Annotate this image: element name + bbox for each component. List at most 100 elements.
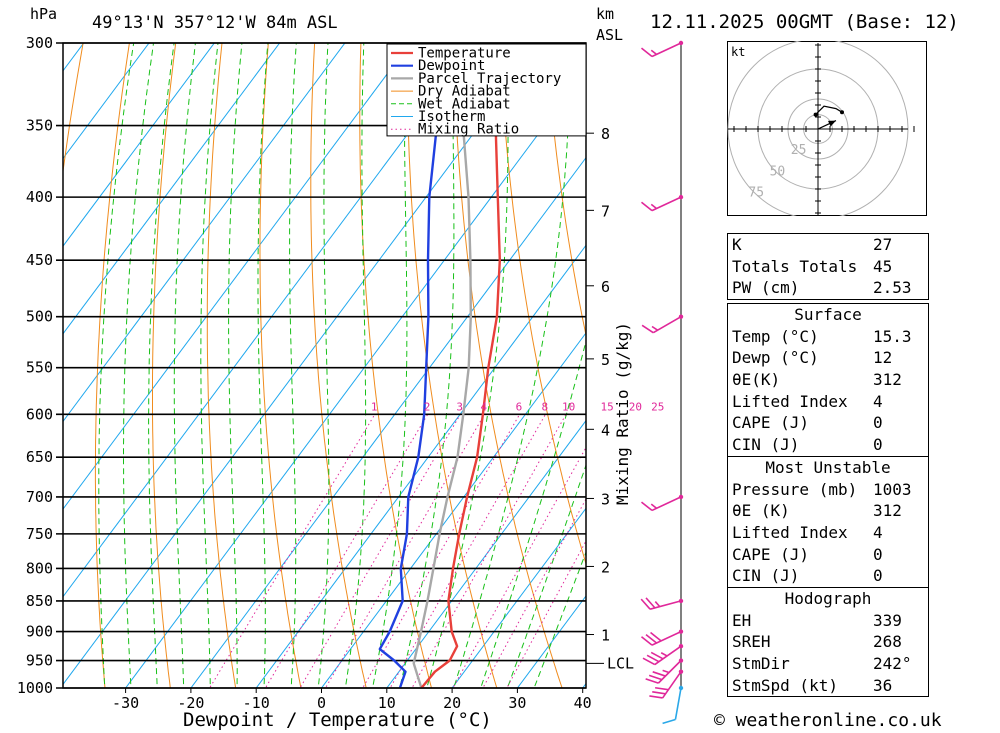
- km-label: km: [596, 5, 614, 23]
- temperature-tick-label: 0: [317, 694, 326, 712]
- plot-frame: [62, 42, 587, 689]
- wind-barb-half: [650, 49, 658, 56]
- wind-barb-full: [654, 686, 669, 691]
- wet-adiabat-line: [426, 43, 509, 688]
- pressure-tick-label: 750: [26, 525, 53, 543]
- index-row-k: K 27: [732, 235, 893, 254]
- pressure-tick-label: 500: [26, 308, 53, 326]
- wind-barb: [640, 42, 682, 58]
- wind-barb: [640, 196, 682, 212]
- indices-surface-box: Surface Temp (°C) 15.3 Dewp (°C) 12 θE(K) 3…: [727, 303, 929, 698]
- dry-adiabat-line: [259, 43, 302, 688]
- mu-row-thetae: θE (K) 312: [732, 501, 902, 521]
- wind-barb-full: [645, 678, 659, 684]
- mixing-ratio-line: [209, 414, 376, 688]
- legend-label-wet-adiabat: Wet Adiabat: [418, 96, 511, 112]
- mixing-ratio-line: [264, 414, 429, 688]
- wind-level-dot: [678, 685, 684, 691]
- mixing-ratio-label: 1: [371, 400, 378, 413]
- km-tick-label: 5: [601, 351, 610, 369]
- wind-barb-full: [640, 598, 651, 610]
- isotherm-line: [63, 43, 85, 72]
- wind-barb-shaft: [651, 496, 682, 512]
- hodo-row-sreh: SREH 268: [732, 632, 902, 652]
- mixing-ratio-line: [389, 414, 546, 688]
- wind-barb-full: [645, 597, 656, 609]
- legend-label-parcel: Parcel Trajectory: [418, 71, 561, 87]
- wind-barb-shaft: [657, 659, 682, 684]
- wind-barb: [642, 645, 682, 666]
- wind-barb-full: [646, 654, 660, 663]
- wind-barb-full: [640, 47, 653, 58]
- temperature-tick-label: 40: [574, 694, 592, 712]
- wind-barb-shaft: [654, 645, 682, 666]
- wind-barb: [640, 630, 682, 646]
- pressure-tick-label: 950: [26, 652, 53, 670]
- wet-adiabat-line: [173, 43, 196, 688]
- wind-barb-half: [650, 203, 658, 210]
- wind-barb: [645, 659, 682, 684]
- isotherm-line: [63, 43, 281, 335]
- km-tick-label: 7: [601, 202, 610, 220]
- wet-adiabat-line: [372, 43, 408, 688]
- wind-barb-half: [654, 601, 661, 608]
- isotherm-line: [386, 419, 586, 688]
- isotherm-line: [63, 43, 150, 160]
- hodograph-ring-label: 75: [748, 186, 764, 201]
- mixing-ratio-label: 8: [541, 400, 548, 413]
- hodograph-unit: kt: [731, 45, 745, 59]
- wind-barb-full: [648, 674, 663, 681]
- mixing-ratio-label: 6: [516, 400, 523, 413]
- isotherm-line: [320, 332, 586, 688]
- mixing-ratio-line: [362, 414, 521, 688]
- mu-row-lifted-index: Lifted Index 4: [732, 522, 883, 542]
- x-axis-title: Dewpoint / Temperature (°C): [183, 709, 492, 731]
- wind-barb-full: [649, 695, 663, 699]
- wind-barb: [640, 496, 682, 512]
- wind-barb: [640, 597, 682, 610]
- datetime-title: 12.11.2025 00GMT (Base: 12): [650, 11, 959, 33]
- isotherm-line: [63, 43, 346, 423]
- km-tick-label: 3: [601, 490, 610, 508]
- wind-barb-full: [650, 631, 662, 642]
- pressure-tick-label: 850: [26, 592, 53, 610]
- wind-barb-full: [640, 501, 653, 512]
- indices-general-box: K 27 Totals Totals 45 PW (cm) 2.53: [727, 233, 929, 301]
- dry-adiabat-line: [981, 0, 1000, 714]
- wind-barb-full: [640, 201, 653, 212]
- temperature-tick-label: 10: [378, 694, 396, 712]
- index-row-totals-totals: Totals Totals 45: [732, 256, 893, 276]
- mixing-ratio-label: 20: [629, 400, 642, 413]
- storm-motion-arrowhead: [828, 120, 836, 127]
- surface-row-thetae: θE(K) 312: [732, 370, 902, 390]
- pressure-tick-label: 550: [26, 359, 53, 377]
- hodograph-start-dot: [813, 112, 818, 117]
- pressure-tick-label: 450: [26, 251, 53, 269]
- wind-barb-full: [662, 718, 676, 725]
- legend-box: [386, 43, 587, 137]
- wind-barb-full: [642, 657, 656, 666]
- surface-row-cape: CAPE (J) 0: [732, 413, 883, 433]
- wind-barb: [649, 671, 682, 699]
- hodograph-trace: [815, 105, 843, 116]
- wind-barb-shaft: [651, 630, 682, 646]
- temperature-tick-label: -30: [112, 694, 139, 712]
- mixing-ratio-line: [299, 414, 461, 688]
- hpa-label: hPa: [30, 5, 57, 23]
- km-tick-label: 2: [601, 558, 610, 576]
- isotherm-line: [190, 156, 586, 688]
- km-tick-label: 6: [601, 278, 610, 296]
- temperature-tick-label: -20: [177, 694, 204, 712]
- wind-barb-shaft: [651, 42, 682, 58]
- wet-adiabat-line: [257, 43, 269, 688]
- legend-label-dewpoint: Dewpoint: [418, 58, 485, 74]
- hodograph-ring-label: 25: [791, 143, 807, 158]
- legend-label-mixing-ratio: Mixing Ratio: [418, 122, 519, 138]
- temperature-line: [420, 43, 501, 688]
- wind-barb-full: [640, 636, 653, 646]
- wind-barb-half: [662, 669, 670, 674]
- wind-barb-half: [650, 503, 658, 509]
- asl-label: ASL: [596, 26, 623, 44]
- pressure-tick-label: 900: [26, 623, 53, 641]
- mu-row-pressure: Pressure (mb) 1003: [732, 479, 912, 499]
